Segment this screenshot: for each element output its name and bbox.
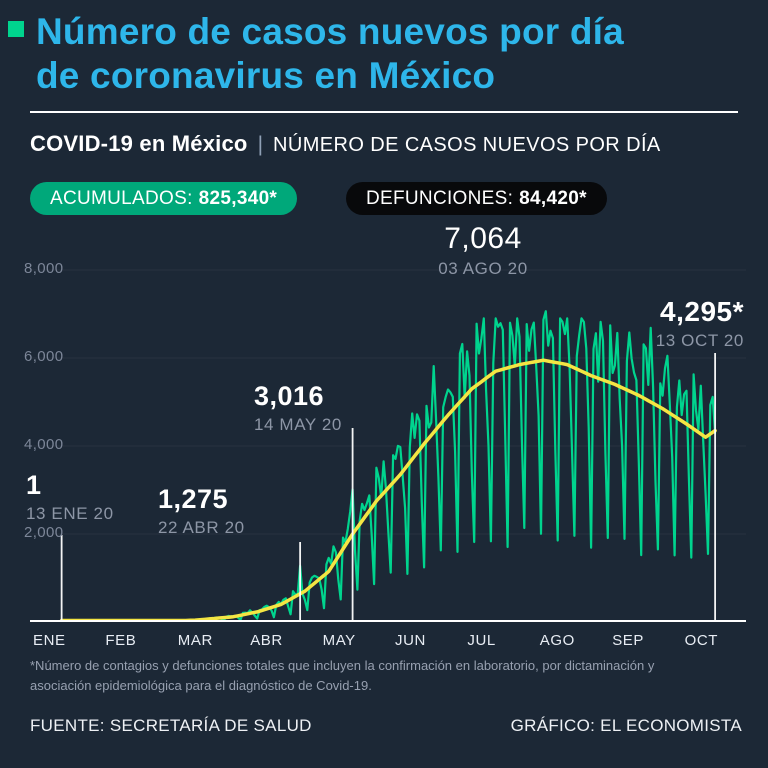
x-axis-label-feb: FEB	[105, 632, 137, 649]
page-title: Número de casos nuevos por día de coronav…	[36, 10, 746, 98]
footnote-line2: asociación epidemiológica para el diagnó…	[30, 678, 372, 693]
x-axis-label-sep: SEP	[612, 632, 645, 649]
graphic-credit: GRÁFICO: EL ECONOMISTA	[510, 716, 742, 735]
annotation-first-case-value: 1	[26, 470, 42, 500]
y-axis-label-2000: 2,000	[24, 524, 64, 541]
deaths-value: 84,420*	[519, 188, 587, 209]
annotation-april-spike-value: 1,275	[158, 484, 229, 514]
divider-line	[30, 111, 738, 113]
annotation-may-spike-value: 3,016	[254, 381, 325, 411]
x-axis-label-ago: AGO	[539, 632, 575, 649]
y-axis-label-6000: 6,000	[24, 348, 64, 365]
annotation-latest-value: 4,295* 13 OCT 20	[572, 296, 744, 351]
annotation-first-case: 1 13 ENE 20	[26, 470, 114, 524]
x-axis-label-jul: JUL	[467, 632, 496, 649]
annotation-record-peak: 7,064 03 AGO 20	[398, 222, 568, 279]
annotation-may-spike: 3,016 14 MAY 20	[254, 381, 342, 435]
x-axis-label-mar: MAR	[177, 632, 213, 649]
chart-header-separator: |	[257, 133, 264, 156]
x-axis-label-may: MAY	[322, 632, 356, 649]
chart-header-subtitle: NÚMERO DE CASOS NUEVOS POR DÍA	[273, 134, 661, 156]
footnote-line1: *Número de contagios y defunciones total…	[30, 658, 655, 673]
y-axis-label-8000: 8,000	[24, 260, 64, 277]
chart-header: COVID-19 en México | NÚMERO DE CASOS NUEVO…	[30, 131, 746, 157]
daily-cases-line-chart	[30, 269, 746, 622]
badge-accumulated-cases: ACUMULADOS: 825,340*	[30, 182, 298, 215]
annotation-record-peak-date: 03 AGO 20	[438, 259, 528, 278]
deaths-label: DEFUNCIONES:	[366, 188, 514, 209]
annotation-may-spike-date: 14 MAY 20	[254, 415, 342, 434]
annotation-record-peak-value: 7,064	[444, 222, 522, 255]
annotation-latest-value-date: 13 OCT 20	[655, 331, 744, 350]
page-title-line2: de coronavirus en México	[36, 55, 496, 96]
annotation-first-case-date: 13 ENE 20	[26, 504, 114, 523]
x-axis-label-abr: ABR	[250, 632, 283, 649]
chart-header-title: COVID-19 en México	[30, 131, 248, 156]
x-axis-label-jun: JUN	[395, 632, 426, 649]
page-title-line1: Número de casos nuevos por día	[36, 11, 624, 52]
source-credit: FUENTE: SECRETARÍA DE SALUD	[30, 716, 312, 735]
annotation-april-spike: 1,275 22 ABR 20	[158, 484, 245, 538]
annotation-april-spike-date: 22 ABR 20	[158, 518, 245, 537]
footnote: *Número de contagios y defunciones total…	[30, 656, 742, 696]
accumulated-value: 825,340*	[198, 188, 278, 209]
x-axis-label-ene: ENE	[33, 632, 66, 649]
accumulated-label: ACUMULADOS:	[50, 188, 193, 209]
x-axis-label-oct: OCT	[684, 632, 719, 649]
title-accent-square	[8, 21, 24, 37]
annotation-latest-value-number: 4,295*	[660, 296, 744, 327]
y-axis-label-4000: 4,000	[24, 436, 64, 453]
badge-deaths: DEFUNCIONES: 84,420*	[346, 182, 607, 215]
